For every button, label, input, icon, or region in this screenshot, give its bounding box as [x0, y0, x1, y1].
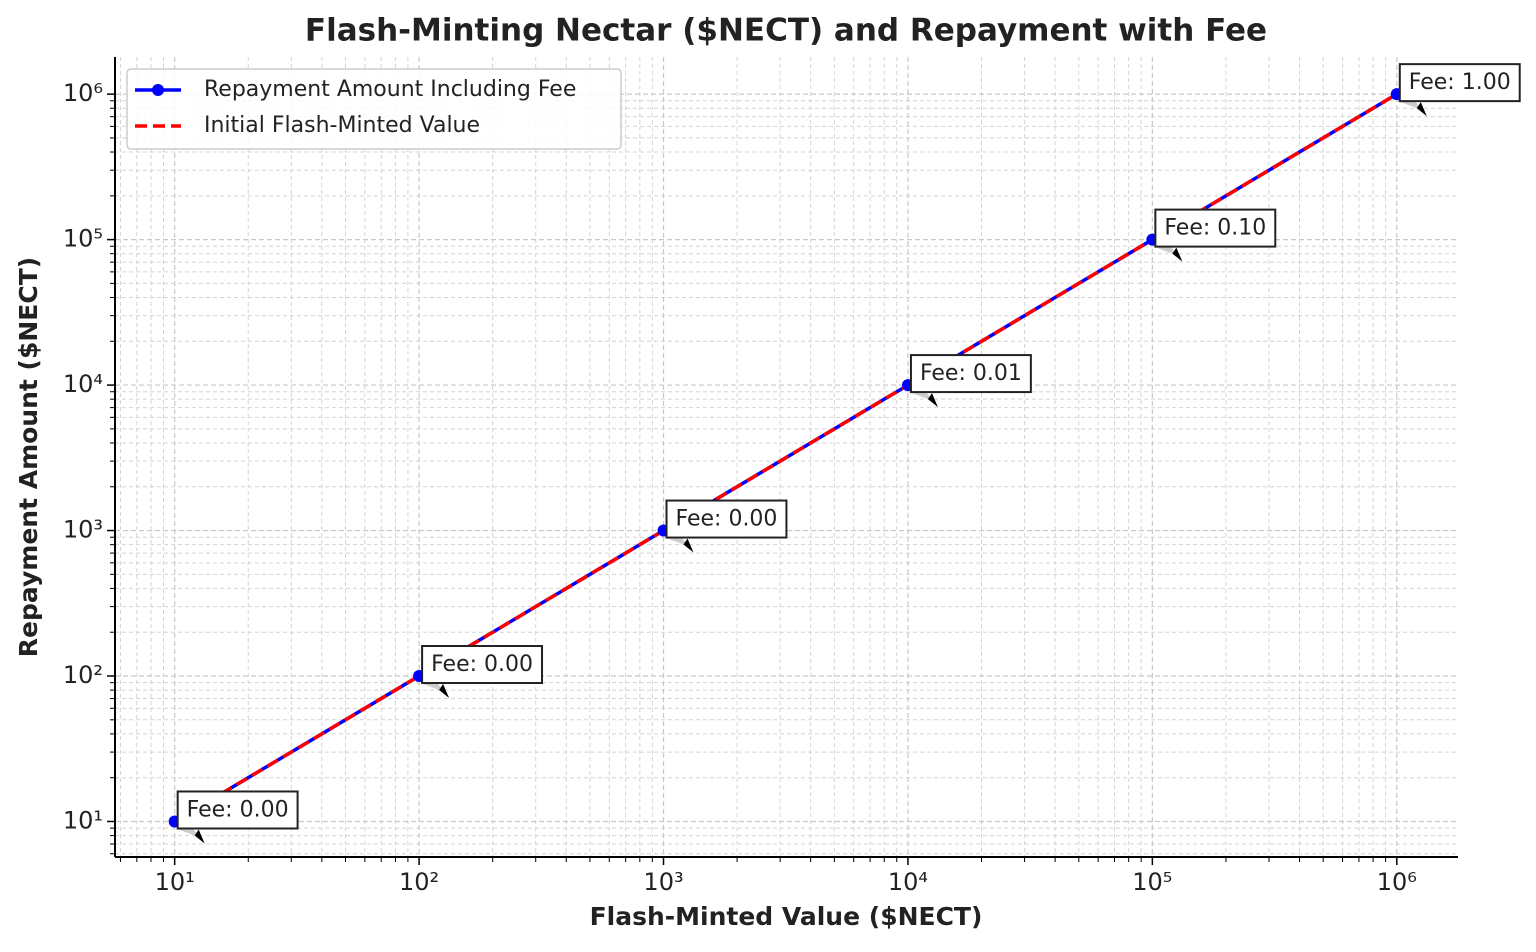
annotation-text: Fee: 0.00: [187, 797, 289, 822]
x-tick-label: 10⁵: [1132, 868, 1172, 896]
y-tick-label: 10²: [63, 661, 103, 689]
annotation-arrow-head: [1416, 102, 1427, 117]
y-tick-label: 10⁶: [63, 79, 103, 107]
annotation-box: [1154, 208, 1277, 248]
annotation-text: Fee: 0.00: [431, 652, 533, 677]
x-tick-label: 10⁶: [1377, 868, 1417, 896]
annotation: Fee: 0.00: [176, 790, 299, 830]
y-axis-label: Repayment Amount ($NECT): [14, 257, 43, 657]
annotation: Fee: 0.10: [1154, 208, 1277, 248]
annotation-box: [176, 790, 299, 830]
annotation-text: Fee: 0.00: [676, 507, 778, 532]
annotation-box: [421, 645, 544, 685]
x-tick-label: 10¹: [155, 868, 195, 896]
annotation-box: [909, 354, 1032, 394]
annotation-text: Fee: 0.10: [1164, 216, 1266, 241]
x-tick-label: 10²: [399, 868, 439, 896]
annotation-arrow-head: [927, 393, 938, 408]
annotation-box: [1398, 63, 1521, 103]
annotation-arrow-head: [439, 684, 450, 699]
x-tick-label: 10⁴: [888, 868, 928, 896]
y-tick-label: 10³: [63, 516, 103, 544]
annotation-box: [665, 499, 788, 539]
legend-box: [126, 68, 622, 150]
annotation-text: Fee: 0.01: [920, 361, 1022, 386]
y-tick-label: 10¹: [63, 806, 103, 834]
series-line: [173, 92, 1398, 823]
annotation-arrow-head: [683, 538, 694, 553]
annotation-arrow-head: [1172, 247, 1183, 262]
annotation-text: Fee: 1.00: [1409, 70, 1511, 95]
annotation-arrow-head: [194, 829, 205, 844]
annotation: Fee: 0.00: [421, 645, 544, 685]
x-tick-label: 10³: [643, 868, 683, 896]
legend-marker: [152, 84, 164, 96]
y-tick-label: 10⁴: [63, 370, 103, 398]
chart-title: Flash-Minting Nectar ($NECT) and Repayme…: [305, 13, 1267, 49]
legend-label: Repayment Amount Including Fee: [204, 77, 576, 102]
annotation: Fee: 0.01: [909, 354, 1032, 394]
x-axis-label: Flash-Minted Value ($NECT): [590, 902, 983, 931]
annotation: Fee: 0.00: [665, 499, 788, 539]
legend-label: Initial Flash-Minted Value: [204, 113, 480, 138]
y-tick-label: 10⁵: [63, 225, 103, 253]
annotation: Fee: 1.00: [1398, 63, 1521, 103]
